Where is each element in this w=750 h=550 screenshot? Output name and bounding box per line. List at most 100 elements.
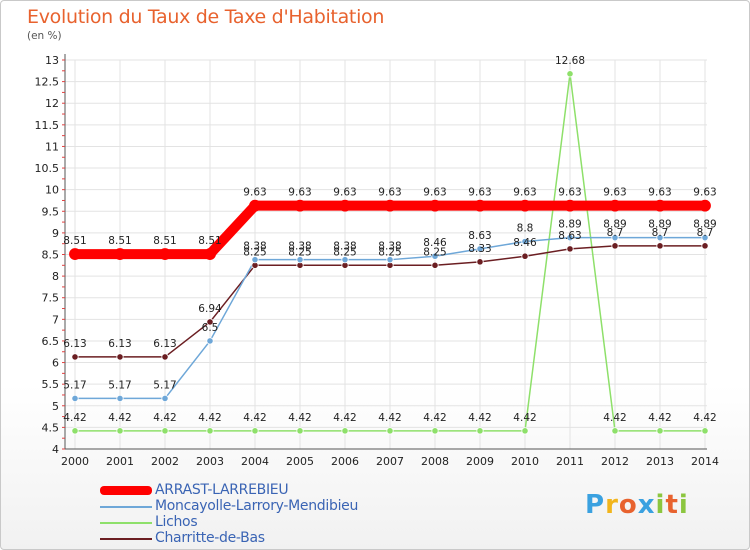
legend-label: ARRAST-LARREBIEU <box>155 482 289 498</box>
data-label: 6.13 <box>153 338 176 350</box>
data-label: 8.46 <box>513 237 537 249</box>
data-point <box>296 256 304 264</box>
y-tick-label: 5 <box>52 400 59 413</box>
data-point <box>476 258 484 266</box>
data-label: 12.68 <box>555 55 585 67</box>
data-label: 8.38 <box>288 241 311 253</box>
legend-label: Lichos <box>155 514 198 530</box>
data-label: 4.42 <box>333 412 356 424</box>
x-tick-label: 2010 <box>511 455 539 468</box>
data-point <box>161 353 169 361</box>
y-tick-label: 12 <box>45 97 59 110</box>
brand-letter: t <box>665 490 679 520</box>
y-tick-label: 8.5 <box>42 249 60 262</box>
data-label: 8.63 <box>468 230 491 242</box>
data-point <box>701 234 709 242</box>
data-label: 4.42 <box>153 412 176 424</box>
brand-letter: i <box>655 490 666 520</box>
data-label: 8.25 <box>333 246 356 258</box>
data-point <box>69 248 81 260</box>
data-point <box>564 199 576 212</box>
data-label: 8.25 <box>378 246 401 258</box>
data-point <box>339 199 351 212</box>
data-label: 8.46 <box>423 237 447 249</box>
data-point <box>566 245 574 253</box>
legend-swatch <box>100 506 152 508</box>
data-point <box>474 199 486 212</box>
y-tick-label: 6.5 <box>42 335 60 348</box>
data-label: 8.7 <box>652 227 669 239</box>
data-label: 9.63 <box>558 187 581 199</box>
data-point <box>206 337 214 345</box>
data-label: 4.42 <box>468 412 491 424</box>
x-tick-label: 2000 <box>61 455 89 468</box>
data-label: 4.42 <box>198 412 221 424</box>
y-tick-label: 9.5 <box>42 205 60 218</box>
data-point <box>566 70 574 78</box>
data-label: 9.63 <box>468 187 491 199</box>
data-label: 9.63 <box>648 187 671 199</box>
x-tick-label: 2009 <box>466 455 494 468</box>
data-label: 9.63 <box>513 187 536 199</box>
y-tick-label: 12.5 <box>35 76 60 89</box>
data-point <box>249 199 261 212</box>
data-point <box>161 394 169 403</box>
data-point <box>611 242 619 250</box>
data-point <box>566 234 574 242</box>
data-point <box>656 242 664 250</box>
data-point <box>116 353 124 361</box>
data-point <box>386 427 394 435</box>
data-point <box>341 427 349 435</box>
data-point <box>699 199 711 212</box>
data-point <box>206 318 214 326</box>
y-tick-label: 10.5 <box>35 162 60 175</box>
y-tick-label: 10 <box>45 184 59 197</box>
data-label: 8.51 <box>153 235 176 247</box>
y-tick-label: 13 <box>45 54 59 67</box>
data-label: 8.51 <box>63 235 86 247</box>
data-label: 8.25 <box>243 246 266 258</box>
data-label: 8.63 <box>558 230 581 242</box>
y-tick-label: 11 <box>45 140 59 153</box>
brand-logo: Proxiti <box>585 490 689 520</box>
data-point <box>294 199 306 212</box>
data-point <box>159 248 171 260</box>
data-label: 4.42 <box>288 412 311 424</box>
x-tick-label: 2014 <box>691 455 719 468</box>
x-tick-label: 2012 <box>601 455 629 468</box>
data-label: 4.42 <box>513 412 536 424</box>
data-point <box>384 199 396 212</box>
data-point <box>206 427 214 435</box>
data-label: 8.25 <box>423 246 446 258</box>
brand-letter: r <box>605 490 619 520</box>
data-label: 6.5 <box>202 322 219 334</box>
data-point <box>431 261 439 269</box>
data-point <box>386 256 394 264</box>
data-point <box>609 199 621 212</box>
brand-letter: i <box>678 490 689 520</box>
data-point <box>429 199 441 212</box>
brand-letter: x <box>637 490 656 520</box>
data-label: 8.89 <box>693 219 716 231</box>
data-label: 8.38 <box>378 241 401 253</box>
y-tick-label: 8 <box>52 270 59 283</box>
data-point <box>116 427 124 435</box>
x-tick-label: 2008 <box>421 455 449 468</box>
data-label: 9.63 <box>603 187 626 199</box>
chart-subtitle: (en %) <box>27 30 62 42</box>
data-label: 8.25 <box>288 246 311 258</box>
data-point <box>204 248 216 260</box>
data-point <box>116 394 124 403</box>
x-tick-label: 2004 <box>241 455 269 468</box>
data-label: 6.94 <box>198 303 222 315</box>
legend-swatch <box>100 522 152 524</box>
data-point <box>296 427 304 435</box>
data-label: 5.17 <box>63 379 86 391</box>
data-point <box>251 256 259 264</box>
y-tick-label: 11.5 <box>35 119 60 132</box>
data-label: 8.89 <box>603 219 626 231</box>
data-point <box>519 199 531 212</box>
data-point <box>611 427 619 435</box>
data-label: 9.63 <box>243 187 266 199</box>
